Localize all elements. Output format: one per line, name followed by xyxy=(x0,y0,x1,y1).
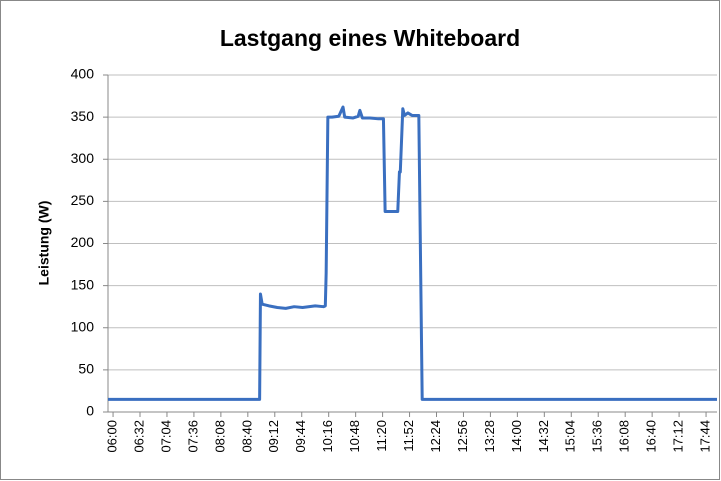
x-tick-label: 17:12 xyxy=(671,420,686,453)
y-tick-label: 400 xyxy=(71,66,95,82)
x-tick-label: 13:28 xyxy=(482,420,497,453)
x-tick-label: 12:24 xyxy=(428,420,443,453)
data-line xyxy=(108,105,717,401)
x-tick-label: 07:36 xyxy=(185,420,200,453)
x-tick-label: 14:00 xyxy=(509,420,524,453)
x-tick-label: 07:04 xyxy=(158,420,173,453)
x-tick-label: 17:44 xyxy=(697,420,712,453)
chart-title: Lastgang eines Whiteboard xyxy=(220,25,520,51)
y-tick-label: 250 xyxy=(71,192,95,208)
y-axis-label: Leistung (W) xyxy=(36,201,52,286)
y-tick-label: 200 xyxy=(71,234,95,250)
y-tick-label: 150 xyxy=(71,276,95,292)
y-tick-label: 300 xyxy=(71,150,95,166)
x-tick-label: 16:08 xyxy=(617,420,632,453)
x-tick-label: 15:36 xyxy=(590,420,605,453)
x-tick-label: 16:40 xyxy=(644,420,659,453)
x-tick-label: 08:08 xyxy=(212,420,227,453)
x-tick-label: 08:40 xyxy=(239,420,254,453)
x-tick-label: 06:32 xyxy=(131,420,146,453)
x-tick-label: 06:00 xyxy=(104,420,119,453)
x-tick-label: 09:44 xyxy=(293,420,308,453)
x-tick-label: 10:48 xyxy=(347,420,362,453)
x-tick-label: 10:16 xyxy=(320,420,335,453)
y-tick-label: 350 xyxy=(71,108,95,124)
x-tick-label: 11:20 xyxy=(374,420,389,452)
x-tick-label: 15:04 xyxy=(563,420,578,453)
x-tick-label: 11:52 xyxy=(401,420,416,452)
x-tick-label: 09:12 xyxy=(266,420,281,453)
y-tick-label: 50 xyxy=(78,361,94,377)
y-tick-label: 0 xyxy=(86,403,94,419)
x-tick-label: 14:32 xyxy=(536,420,551,453)
y-tick-label: 100 xyxy=(71,318,95,334)
x-tick-label: 12:56 xyxy=(455,420,470,453)
